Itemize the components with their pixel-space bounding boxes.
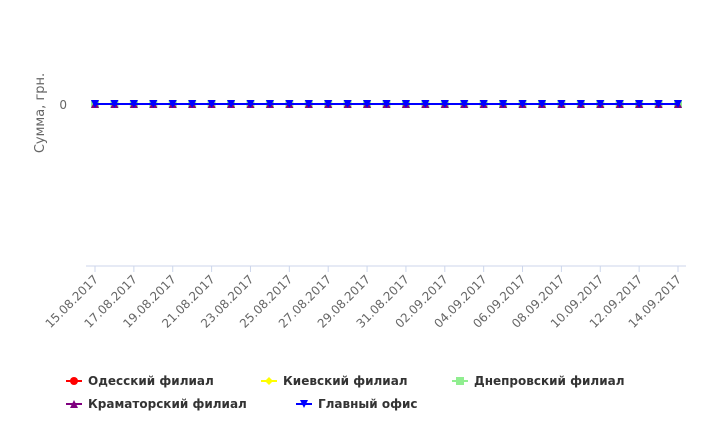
data-point-marker bbox=[674, 100, 682, 108]
legend-label: Краматорский филиал bbox=[88, 397, 247, 411]
data-point-marker bbox=[518, 100, 527, 108]
data-point-marker bbox=[421, 100, 430, 108]
legend-symbol bbox=[300, 400, 308, 408]
legend-item[interactable]: Одесский филиал bbox=[66, 374, 214, 388]
data-point-marker bbox=[460, 100, 469, 108]
data-point-marker bbox=[401, 100, 410, 108]
data-point-marker bbox=[615, 100, 624, 108]
y-axis-title-group: Сумма, грн. bbox=[33, 73, 48, 153]
data-point-marker bbox=[91, 100, 99, 108]
legend-symbol bbox=[70, 377, 78, 385]
data-point-marker bbox=[129, 100, 138, 108]
data-point-marker bbox=[440, 100, 449, 108]
data-point-marker bbox=[499, 100, 508, 108]
legend-item[interactable]: Главный офис bbox=[296, 397, 418, 411]
legend-item[interactable]: Краматорский филиал bbox=[66, 397, 247, 411]
legend-item[interactable]: Киевский филиал bbox=[261, 374, 408, 388]
y-tick-label: 0 bbox=[59, 98, 67, 112]
data-point-marker bbox=[576, 100, 585, 108]
legend-item[interactable]: Днепровский филиал bbox=[452, 374, 625, 388]
series-group bbox=[91, 100, 682, 108]
legend-label: Днепровский филиал bbox=[474, 374, 625, 388]
data-point-marker bbox=[227, 100, 236, 108]
y-axis-title: Сумма, грн. bbox=[33, 73, 48, 153]
data-point-marker bbox=[110, 100, 119, 108]
data-point-marker bbox=[363, 100, 372, 108]
legend-symbol bbox=[70, 400, 78, 408]
legend-label: Киевский филиал bbox=[283, 374, 408, 388]
data-point-marker bbox=[324, 100, 333, 108]
legend-label: Главный офис bbox=[318, 397, 418, 411]
x-axis-labels: 15.08.201717.08.201719.08.201721.08.2017… bbox=[43, 272, 684, 330]
data-point-marker bbox=[343, 100, 352, 108]
data-point-marker bbox=[479, 100, 488, 108]
data-point-marker bbox=[246, 100, 255, 108]
data-point-marker bbox=[654, 100, 663, 108]
data-point-marker bbox=[285, 100, 294, 108]
data-point-marker bbox=[265, 100, 274, 108]
legend: Одесский филиал Киевский филиал Днепровски… bbox=[66, 374, 625, 411]
x-axis-ticks bbox=[94, 266, 679, 272]
data-point-marker bbox=[382, 100, 391, 108]
data-point-marker bbox=[596, 100, 605, 108]
legend-symbol bbox=[265, 377, 273, 385]
data-point-marker bbox=[635, 100, 644, 108]
data-point-marker bbox=[188, 100, 197, 108]
legend-symbol bbox=[456, 377, 464, 385]
series-5 bbox=[91, 100, 682, 108]
legend-label: Одесский филиал bbox=[88, 374, 214, 388]
data-point-marker bbox=[207, 100, 216, 108]
y-axis-ticks: 0 bbox=[59, 98, 67, 112]
data-point-marker bbox=[537, 100, 546, 108]
data-point-marker bbox=[168, 100, 177, 108]
data-point-marker bbox=[304, 100, 313, 108]
data-point-marker bbox=[557, 100, 566, 108]
data-point-marker bbox=[149, 100, 158, 108]
